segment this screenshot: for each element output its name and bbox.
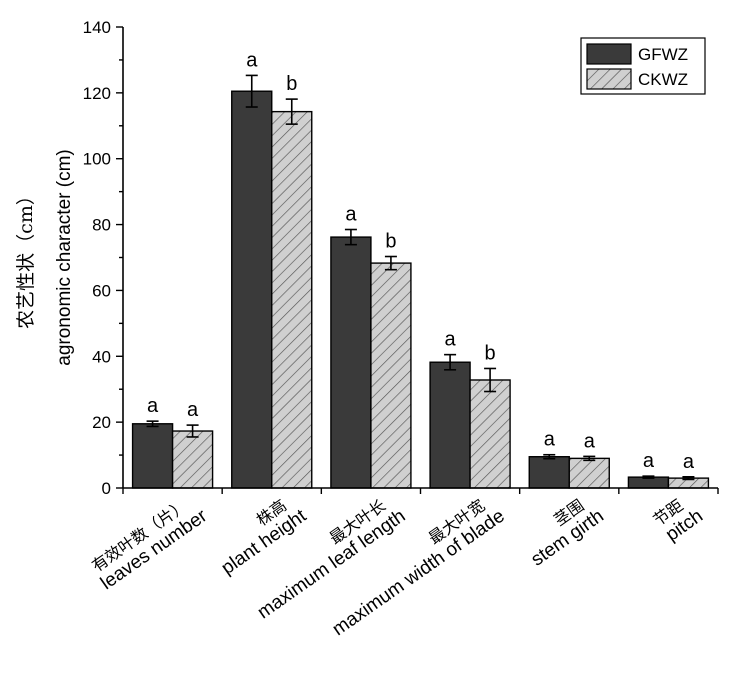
y-axis-label: agronomic character (cm) <box>54 149 75 365</box>
legend-label-gfwz: GFWZ <box>638 45 688 64</box>
y-tick-label: 140 <box>83 18 111 37</box>
significance-label: a <box>544 429 556 451</box>
bar-gfwz-1 <box>231 90 273 489</box>
significance-label: a <box>445 329 457 351</box>
y-tick-label: 60 <box>92 281 111 300</box>
bar-ckwz-3 <box>469 379 511 489</box>
y-tick-label: 100 <box>83 150 111 169</box>
significance-label: a <box>584 430 596 452</box>
y-axis-label-cn: 农艺性状（cm） <box>15 186 37 329</box>
bar-gfwz-2 <box>330 236 372 489</box>
y-tick-label: 80 <box>92 216 111 235</box>
significance-label: a <box>246 49 258 71</box>
legend-label-ckwz: CKWZ <box>638 70 688 89</box>
bar-ckwz-4 <box>568 457 610 489</box>
y-tick-label: 40 <box>92 347 111 366</box>
bar-gfwz-0 <box>131 423 174 489</box>
y-tick-label: 120 <box>83 84 111 103</box>
category-label-0: 有效叶数（片）leaves number <box>88 496 211 595</box>
significance-label: a <box>147 395 159 417</box>
significance-label: b <box>385 231 396 253</box>
significance-label: a <box>683 451 695 473</box>
significance-label: b <box>485 342 496 364</box>
significance-label: a <box>187 399 199 421</box>
bar-ckwz-2 <box>370 262 412 489</box>
y-tick-label: 0 <box>102 479 111 498</box>
legend-swatch-gfwz <box>586 43 632 65</box>
legend-swatch-ckwz <box>586 68 632 90</box>
bar-gfwz-3 <box>429 361 471 489</box>
significance-label: a <box>643 450 655 472</box>
significance-label: b <box>286 73 297 95</box>
bar-ckwz-1 <box>271 110 313 489</box>
y-tick-label: 20 <box>92 413 111 432</box>
bar-ckwz-0 <box>171 430 214 489</box>
bar-gfwz-4 <box>528 456 570 489</box>
significance-label: a <box>345 204 357 226</box>
